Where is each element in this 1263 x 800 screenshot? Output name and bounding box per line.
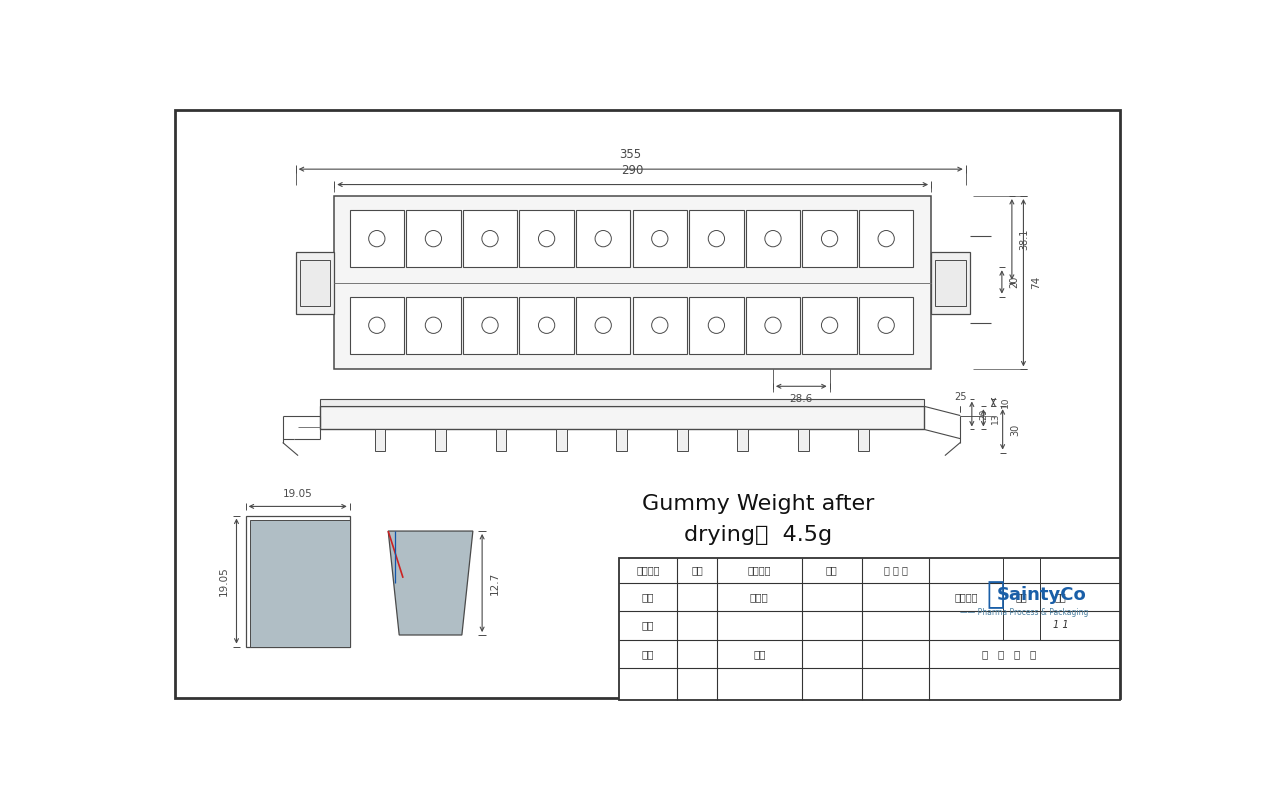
- Text: 审核: 审核: [642, 620, 654, 630]
- Bar: [495, 430, 506, 451]
- Text: drying：  4.5g: drying： 4.5g: [683, 525, 832, 545]
- Bar: [576, 297, 630, 354]
- Text: 12.7: 12.7: [490, 571, 500, 594]
- Bar: [931, 252, 970, 314]
- Bar: [935, 260, 966, 306]
- Bar: [576, 210, 630, 267]
- Bar: [350, 297, 404, 354]
- Text: 28.6: 28.6: [789, 394, 813, 404]
- Text: 比例: 比例: [1055, 592, 1067, 602]
- Bar: [335, 196, 931, 370]
- Text: 标记处数: 标记处数: [637, 566, 659, 575]
- Bar: [619, 558, 1120, 701]
- Bar: [519, 210, 573, 267]
- Bar: [320, 406, 925, 430]
- Polygon shape: [388, 531, 472, 635]
- Text: 38.1: 38.1: [1019, 229, 1029, 250]
- Text: 290: 290: [621, 164, 644, 177]
- Bar: [519, 297, 573, 354]
- Bar: [375, 430, 385, 451]
- Bar: [690, 210, 744, 267]
- Bar: [299, 260, 331, 306]
- Bar: [296, 252, 335, 314]
- Bar: [616, 430, 628, 451]
- Text: 20: 20: [980, 408, 989, 420]
- Bar: [677, 430, 688, 451]
- Bar: [335, 196, 931, 370]
- Bar: [738, 430, 748, 451]
- Text: —— Pharma Process & Packaging: —— Pharma Process & Packaging: [960, 608, 1089, 617]
- Text: 签名: 签名: [826, 566, 837, 575]
- Bar: [802, 297, 856, 354]
- Bar: [633, 210, 687, 267]
- Text: 批准: 批准: [753, 649, 765, 659]
- Bar: [436, 430, 446, 451]
- Text: Gummy Weight after: Gummy Weight after: [642, 494, 874, 514]
- Bar: [407, 297, 461, 354]
- Text: 13: 13: [991, 412, 1000, 424]
- Bar: [859, 297, 913, 354]
- Bar: [633, 297, 687, 354]
- Bar: [746, 210, 801, 267]
- Text: 标准化: 标准化: [750, 592, 769, 602]
- Text: 设计: 设计: [642, 592, 654, 602]
- Text: 10: 10: [1002, 397, 1010, 408]
- Bar: [859, 430, 869, 451]
- Bar: [250, 519, 350, 646]
- Bar: [350, 210, 404, 267]
- Text: 阶段标记: 阶段标记: [955, 592, 978, 602]
- Bar: [802, 210, 856, 267]
- Bar: [407, 210, 461, 267]
- Bar: [462, 210, 517, 267]
- Text: 20: 20: [1009, 276, 1019, 288]
- Bar: [556, 430, 567, 451]
- Text: 74: 74: [1031, 276, 1041, 290]
- Text: 质量: 质量: [1015, 592, 1027, 602]
- Bar: [246, 516, 350, 646]
- Bar: [746, 297, 801, 354]
- Text: 30: 30: [1010, 423, 1021, 435]
- Bar: [798, 430, 808, 451]
- Bar: [690, 297, 744, 354]
- Text: 分区: 分区: [691, 566, 702, 575]
- Bar: [462, 297, 517, 354]
- Text: 19.05: 19.05: [218, 566, 229, 596]
- Text: 共   张   第   张: 共 张 第 张: [983, 649, 1037, 659]
- Text: 年 月 日: 年 月 日: [884, 566, 908, 575]
- Bar: [859, 210, 913, 267]
- Text: SaintyCo: SaintyCo: [997, 586, 1086, 604]
- Text: 355: 355: [620, 149, 642, 162]
- Text: Ⓢ: Ⓢ: [986, 581, 1004, 610]
- Text: 更改内容: 更改内容: [748, 566, 772, 575]
- Text: 19.05: 19.05: [283, 489, 312, 498]
- Text: 25: 25: [954, 392, 966, 402]
- Text: 工艺: 工艺: [642, 649, 654, 659]
- Bar: [320, 398, 925, 406]
- Text: 1 1: 1 1: [1053, 620, 1068, 630]
